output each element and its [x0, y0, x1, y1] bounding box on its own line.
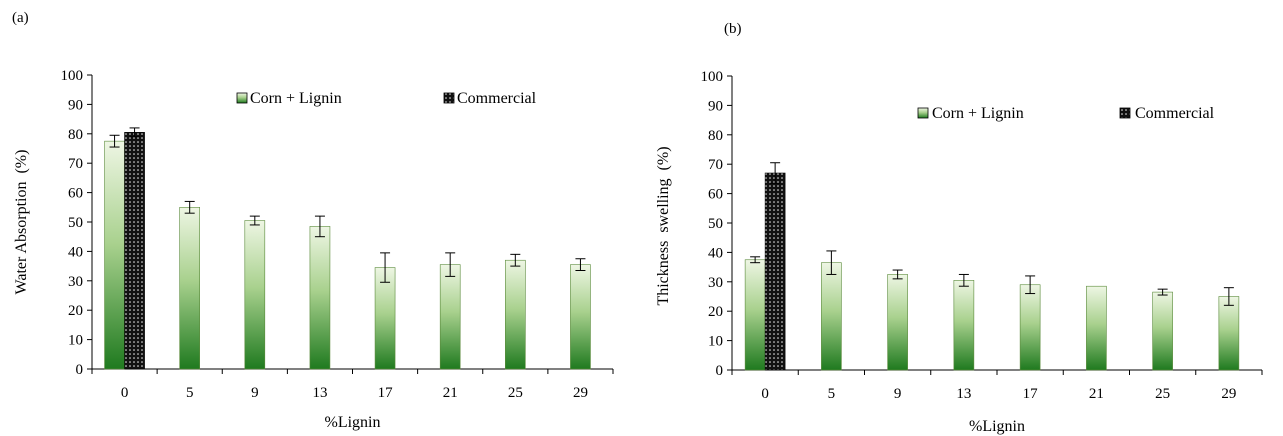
- x-tick-label: 9: [894, 386, 902, 402]
- bar-corn-lignin: [179, 207, 200, 370]
- bar-corn-lignin: [744, 259, 766, 371]
- y-tick-label: 40: [68, 244, 83, 260]
- bar-corn-lignin: [570, 264, 591, 370]
- bar-commercial: [764, 172, 786, 371]
- y-tick-label: 100: [61, 68, 84, 84]
- bar-corn-lignin: [309, 226, 331, 370]
- y-tick-label: 70: [708, 157, 723, 173]
- y-tick-label: 100: [701, 69, 724, 85]
- y-tick-label: 50: [708, 216, 723, 232]
- bar-corn-lignin: [1086, 285, 1107, 371]
- bar-corn-lignin: [374, 267, 396, 370]
- x-tick-label: 5: [828, 386, 836, 402]
- y-tick-label: 10: [708, 334, 723, 350]
- x-tick-label: 29: [573, 385, 588, 401]
- y-tick-label: 40: [708, 245, 723, 261]
- y-tick-label: 10: [68, 333, 83, 349]
- x-tick-label: 21: [443, 385, 458, 401]
- x-axis-label: %Lignin: [969, 418, 1025, 435]
- x-tick-label: 0: [761, 386, 769, 402]
- bar-corn-lignin: [104, 140, 125, 370]
- bar-corn-lignin: [439, 264, 461, 370]
- legend-label: Corn + Lignin: [250, 90, 342, 107]
- panel-label: (a): [12, 10, 29, 26]
- y-tick-label: 30: [708, 275, 723, 291]
- legend-swatch: [917, 107, 929, 119]
- legend-label: Commercial: [1135, 105, 1215, 122]
- y-tick-label: 70: [68, 156, 83, 172]
- legend-swatch: [1119, 107, 1131, 119]
- x-tick-label: 21: [1089, 386, 1104, 402]
- x-tick-label: 17: [378, 385, 394, 401]
- bar-corn-lignin: [1218, 296, 1240, 371]
- x-tick-label: 17: [1023, 386, 1039, 402]
- x-tick-label: 0: [121, 385, 129, 401]
- y-tick-label: 0: [76, 362, 84, 378]
- y-tick-label: 90: [708, 98, 723, 114]
- y-tick-label: 50: [68, 215, 83, 231]
- x-tick-label: 9: [251, 385, 259, 401]
- y-axis-label: Thickness swelling (%): [655, 146, 672, 305]
- y-tick-label: 20: [708, 304, 723, 320]
- bar-corn-lignin: [1019, 284, 1041, 371]
- y-axis-label: Water Absorption (%): [13, 150, 30, 295]
- bar-corn-lignin: [505, 259, 526, 370]
- bar-commercial: [124, 132, 145, 370]
- panel-label: (b): [724, 21, 742, 37]
- x-axis-label: %Lignin: [325, 414, 381, 431]
- bar-corn-lignin: [821, 262, 842, 371]
- y-tick-label: 30: [68, 274, 83, 290]
- x-tick-label: 13: [956, 386, 971, 402]
- legend-label: Commercial: [457, 90, 537, 107]
- x-tick-label: 13: [312, 385, 327, 401]
- x-tick-label: 5: [186, 385, 194, 401]
- chart-panel-b: (b) 0 10 20 30 40 50 60 70 80 90 100 0 5 9 13 17 21 25 29 Co…: [655, 21, 1263, 435]
- x-tick-label: 25: [508, 385, 523, 401]
- x-tick-label: 29: [1221, 386, 1236, 402]
- y-tick-label: 60: [68, 186, 83, 202]
- y-tick-label: 60: [708, 187, 723, 203]
- legend-label: Corn + Lignin: [932, 105, 1024, 122]
- y-tick-label: 0: [716, 363, 724, 379]
- bar-corn-lignin: [953, 280, 975, 371]
- bar-corn-lignin: [887, 274, 908, 371]
- chart-panel-a: (a) 0 10 20 30 40 50 60 70 80 90 100 0 5 9 13 17 21 25 29 Co…: [12, 10, 614, 431]
- legend-swatch: [443, 92, 455, 104]
- y-tick-label: 90: [68, 97, 83, 113]
- bar-corn-lignin: [244, 220, 266, 370]
- y-tick-label: 80: [708, 128, 723, 144]
- bar-corn-lignin: [1152, 291, 1173, 371]
- x-tick-label: 25: [1155, 386, 1170, 402]
- y-tick-label: 80: [68, 127, 83, 143]
- y-tick-label: 20: [68, 303, 83, 319]
- legend-swatch: [236, 92, 248, 104]
